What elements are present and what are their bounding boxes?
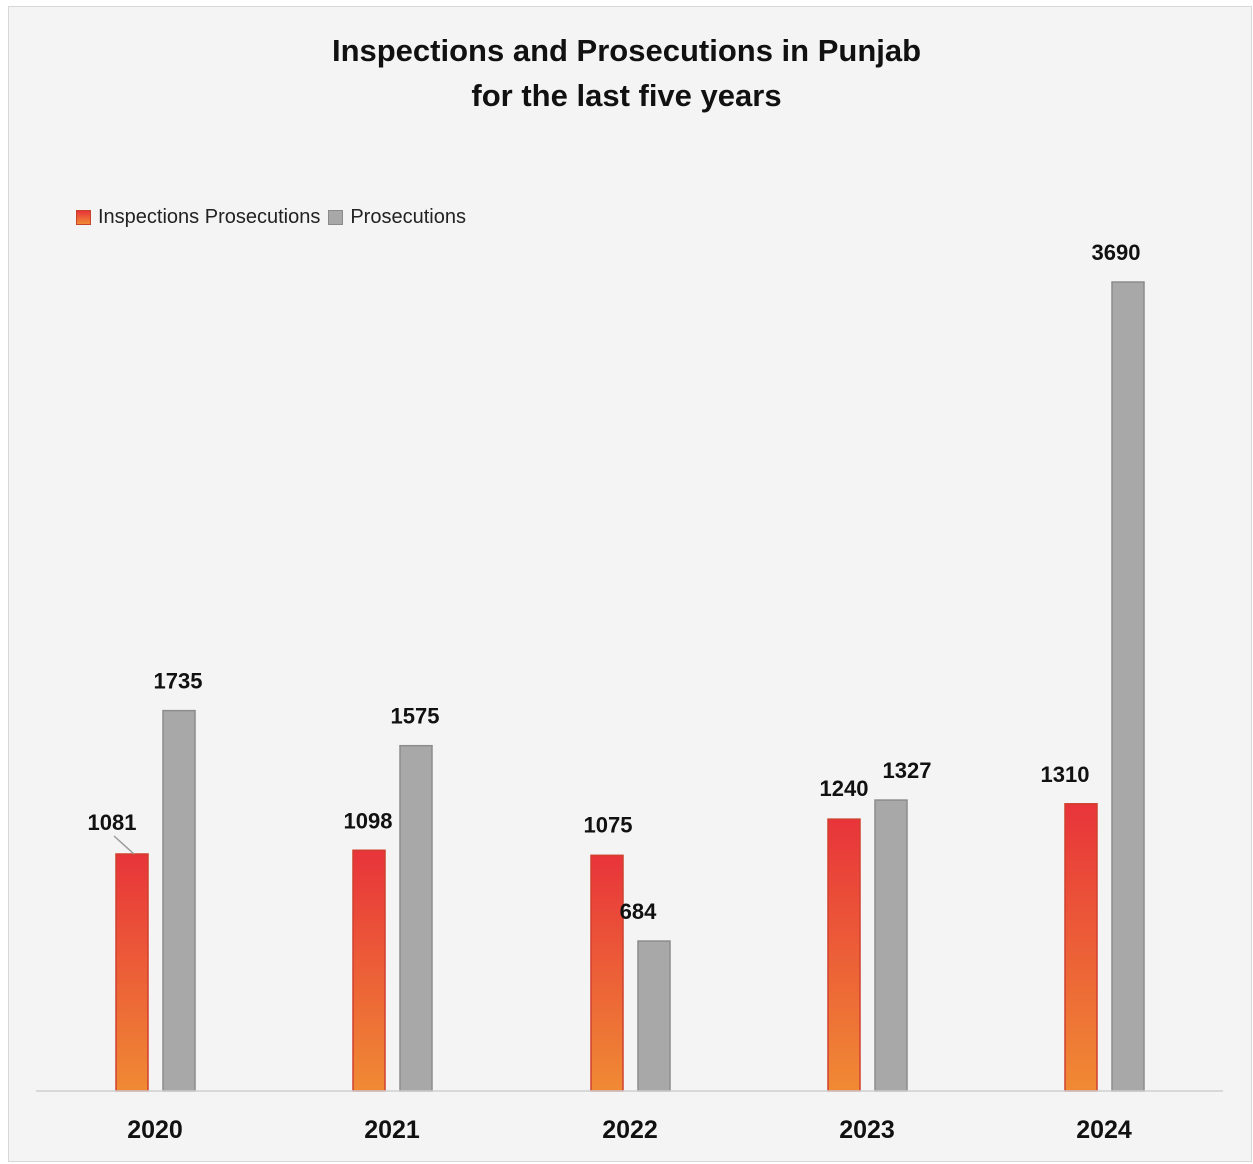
data-label-prosecutions-2024: 3690 (1092, 240, 1141, 265)
bar-prosecutions-2022 (637, 940, 671, 1092)
legend-item-inspections: Inspections Prosecutions (76, 206, 320, 229)
bars-layer (115, 281, 1145, 1092)
data-label-inspections-2022: 1075 (584, 812, 633, 837)
legend-label-inspections: Inspections Prosecutions (98, 206, 321, 228)
bar-prosecutions-2020 (162, 709, 196, 1092)
x-tick-label-2022: 2022 (602, 1116, 658, 1144)
chart-legend: Inspections Prosecutions Prosecutions (76, 206, 474, 229)
bar-inspections-2023 (827, 818, 861, 1092)
data-label-prosecutions-2020: 1735 (154, 669, 203, 694)
data-label-prosecutions-2023: 1327 (883, 758, 932, 783)
data-label-inspections-2024: 1310 (1041, 762, 1090, 787)
chart-title-line-1: Inspections and Prosecutions in Punjab (331, 33, 922, 68)
bar-inspections-2022 (590, 854, 624, 1092)
data-label-prosecutions-2022: 684 (620, 899, 657, 924)
legend-item-prosecutions: Prosecutions (328, 206, 466, 229)
bar-prosecutions-2023 (874, 799, 908, 1092)
bar-inspections-2024 (1064, 803, 1098, 1092)
legend-label-prosecutions: Prosecutions (350, 206, 466, 228)
x-tick-label-2024: 2024 (1076, 1116, 1132, 1144)
data-label-inspections-2021: 1098 (344, 808, 393, 833)
data-label-inspections-2020: 1081 (88, 810, 137, 835)
chart-title: Inspections and Prosecutions in Punjab f… (0, 28, 1253, 118)
labels-layer: 1081 1098 1075 1240 1310 1735 1575 684 1327 3690 2… (88, 240, 1141, 1144)
bar-prosecutions-2021 (399, 744, 433, 1092)
x-tick-label-2020: 2020 (127, 1116, 183, 1144)
bar-prosecutions-2024 (1111, 281, 1145, 1092)
chart-frame (8, 6, 1252, 1162)
leader-line-inspections-2020 (113, 835, 135, 855)
data-label-prosecutions-2021: 1575 (391, 704, 440, 729)
bar-inspections-2020 (115, 853, 149, 1092)
legend-swatch-prosecutions (328, 210, 344, 225)
data-label-inspections-2023: 1240 (820, 776, 869, 801)
x-tick-label-2023: 2023 (839, 1116, 895, 1144)
x-tick-label-2021: 2021 (364, 1116, 420, 1144)
bar-inspections-2021 (352, 849, 386, 1092)
chart-title-line-2: for the last five years (471, 78, 782, 113)
legend-swatch-inspections (76, 210, 91, 225)
